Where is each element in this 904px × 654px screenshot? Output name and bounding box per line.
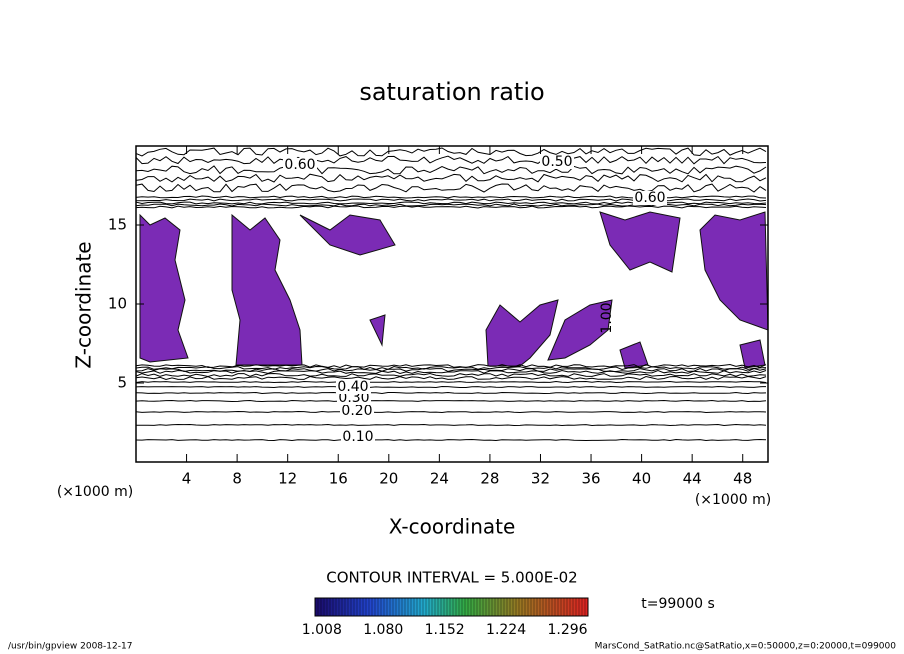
x-tick-label: 48 xyxy=(733,470,752,488)
contour-label: 0.10 xyxy=(342,429,373,445)
x-tick-label: 4 xyxy=(182,470,192,488)
contour-label-bg xyxy=(633,191,667,205)
contour-line xyxy=(136,375,767,381)
contour-label-bg xyxy=(540,155,574,169)
y-axis-label: Z-coordinate xyxy=(72,241,96,368)
plot-frame xyxy=(135,145,769,463)
contour-line xyxy=(136,438,767,442)
colorbar-tick-label: 1.080 xyxy=(363,622,403,638)
contour-label: 0.40 xyxy=(337,379,368,395)
x-tick-label: 28 xyxy=(480,470,499,488)
field xyxy=(136,147,768,442)
contour-line xyxy=(136,363,767,369)
contour-line xyxy=(136,391,767,395)
contour-line xyxy=(136,165,767,175)
x-tick-label: 36 xyxy=(581,470,600,488)
contour-line xyxy=(136,372,767,378)
colorbar-tick-label: 1.152 xyxy=(425,622,465,638)
x-tick-label: 16 xyxy=(329,470,348,488)
contour-label: 0.20 xyxy=(341,403,372,419)
contour-lines xyxy=(136,147,767,442)
x-unit: (×1000 m) xyxy=(695,492,771,508)
contour-label: 0.50 xyxy=(541,154,572,170)
y-unit: (×1000 m) xyxy=(57,484,133,500)
contour-line xyxy=(136,205,767,209)
y-tick-label: 10 xyxy=(108,295,127,313)
x-tick-label: 40 xyxy=(632,470,651,488)
contour-line xyxy=(136,399,767,403)
y-tick-label: 15 xyxy=(108,216,127,234)
colorbar-tick-label: 1.224 xyxy=(486,622,526,638)
colorbar-stripes xyxy=(317,598,586,616)
contour-line xyxy=(136,385,767,389)
contour-line xyxy=(136,201,767,205)
x-axis-label: X-coordinate xyxy=(389,515,516,539)
x-tick-label: 20 xyxy=(379,470,398,488)
colorbar-tick-label: 1.296 xyxy=(547,622,587,638)
chart-title: saturation ratio xyxy=(359,78,544,106)
time-label: t=99000 s xyxy=(641,596,715,612)
colorbar xyxy=(314,597,589,617)
y-tick-label: 5 xyxy=(117,374,127,392)
footer-left: /usr/bin/gpview 2008-12-17 xyxy=(8,642,132,652)
contour-line xyxy=(136,380,767,384)
x-tick-label: 32 xyxy=(531,470,550,488)
contour-line xyxy=(136,147,767,157)
x-tick-label: 12 xyxy=(278,470,297,488)
contour-line xyxy=(136,410,767,414)
x-tick-label: 24 xyxy=(430,470,449,488)
contour-label: 0.60 xyxy=(634,190,665,206)
contour-line xyxy=(136,195,767,199)
contour-interval: CONTOUR INTERVAL = 5.000E-02 xyxy=(326,569,577,587)
contour-line xyxy=(136,203,767,207)
x-tick-label: 44 xyxy=(683,470,702,488)
contour-line xyxy=(136,365,767,371)
contour-label-bg xyxy=(283,158,317,172)
contour-line xyxy=(136,183,767,193)
contour-label-bg xyxy=(337,391,371,405)
contour-line xyxy=(136,198,767,202)
contour-line xyxy=(136,423,767,427)
contour-line xyxy=(136,155,767,165)
contour-label-bg xyxy=(340,404,374,418)
contour-label: 0.60 xyxy=(284,157,315,173)
shaded-regions xyxy=(139,211,768,369)
contour-label-bg xyxy=(341,430,375,444)
footer-right: MarsCond_SatRatio.nc@SatRatio,x=0:50000,… xyxy=(595,642,897,652)
contour-line xyxy=(136,173,767,183)
contour-label-bg xyxy=(336,380,370,394)
colorbar-tick-label: 1.008 xyxy=(302,622,342,638)
contour-label: 1.00 xyxy=(599,302,615,333)
x-tick-label: 8 xyxy=(232,470,242,488)
contour-line xyxy=(136,367,767,373)
